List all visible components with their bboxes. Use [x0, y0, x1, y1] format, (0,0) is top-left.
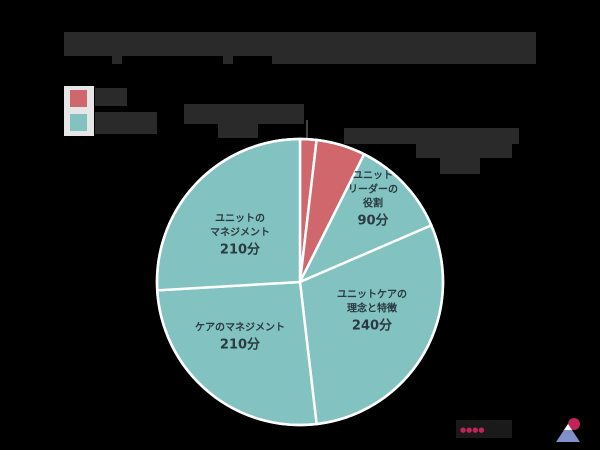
leader-line	[306, 120, 308, 140]
external-label-top-right: [redacted]	[344, 128, 519, 144]
slice-label-care-management: ケアのマネジメント 210分	[195, 322, 285, 353]
external-label-top-left: [redacted]	[184, 104, 304, 124]
title-fragment	[223, 56, 233, 64]
title-fragment	[272, 56, 536, 64]
legend-label-teal: [redacted]	[95, 112, 157, 134]
legend-swatch-red	[70, 90, 87, 107]
slice-label-unit-management: ユニットの マネジメント 210分	[210, 213, 270, 258]
external-label-top-right-3	[440, 158, 480, 174]
pie-chart: ユニット リーダーの 役割 90分 ユニットケアの 理念と特徴 240分 ケアの…	[154, 136, 446, 428]
brand-logo-left: ●●●●	[456, 420, 512, 438]
slice-label-leader-role: ユニット リーダーの 役割 90分	[348, 170, 398, 229]
title-fragment	[112, 56, 122, 64]
slice-label-unit-care-philosophy: ユニットケアの 理念と特徴 240分	[337, 289, 407, 334]
legend-swatch-teal	[70, 114, 87, 131]
external-label-top-right-2	[416, 144, 512, 158]
pie-svg	[155, 137, 445, 427]
chart-title: [redacted title]	[64, 32, 536, 56]
mountain-logo-icon	[556, 418, 580, 442]
legend-label-red: [redacted]	[95, 88, 127, 106]
external-label-top-left-2	[218, 124, 258, 138]
